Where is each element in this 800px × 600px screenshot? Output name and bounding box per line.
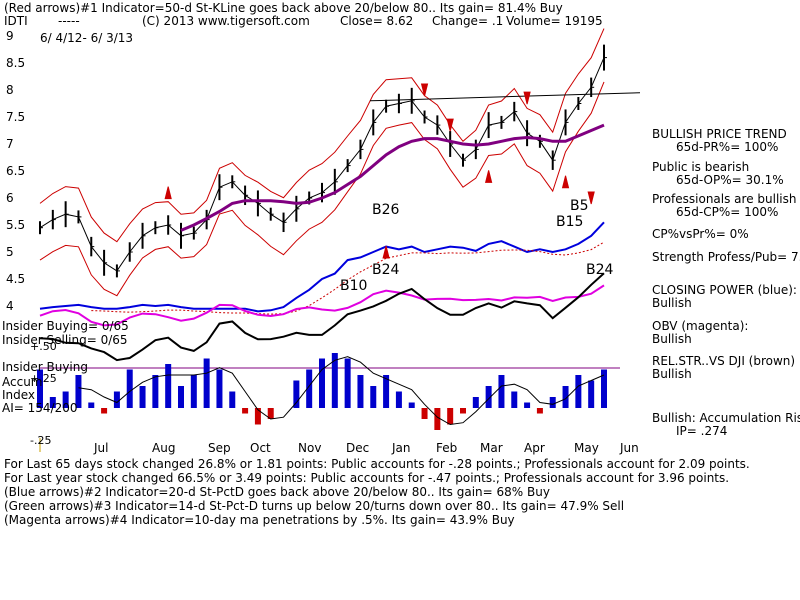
relative-strength-line	[39, 272, 605, 362]
price-tick-label: 5	[6, 245, 14, 259]
signal-annotation: B26	[372, 202, 400, 218]
month-label: May	[574, 441, 599, 455]
pros-label: Professionals are bullish	[652, 192, 797, 206]
month-label: Nov	[298, 441, 321, 455]
month-label: Aug	[152, 441, 175, 455]
month-label: Oct	[250, 441, 271, 455]
indicator-panel	[39, 272, 620, 369]
cp-value: 65d-CP%= 100%	[676, 205, 779, 219]
footer-green-arrows: (Green arrows)#3 Indicator=14-d St-Pct-D…	[4, 499, 625, 513]
buy-arrow	[484, 170, 493, 183]
price-tick-label: 5.5	[6, 218, 25, 232]
month-label: Mar	[480, 441, 503, 455]
trend-label: BULLISH PRICE TREND	[652, 127, 787, 141]
signal-annotation: B10	[340, 278, 367, 294]
op-value: 65d-OP%= 30.1%	[676, 173, 784, 187]
indicator-1-line: (Red arrows)#1 Indicator=50-d St-KLine g…	[4, 1, 563, 15]
price-tick-label: 4	[6, 299, 14, 313]
accum-ma-line	[78, 356, 605, 426]
date-range: 6/ 4/12- 6/ 3/13	[40, 31, 134, 45]
price-tick-label: 6.5	[6, 164, 25, 178]
sell-arrow	[587, 191, 595, 205]
sell-arrow	[446, 118, 454, 132]
buy-arrow	[164, 186, 172, 200]
accum-label: Accum	[2, 375, 43, 389]
price-panel	[39, 28, 641, 315]
buy-arrow	[561, 175, 570, 189]
price-tick-label: 7.5	[6, 110, 25, 124]
lower-band	[39, 81, 605, 297]
month-label: Jan	[391, 441, 411, 455]
close-value: Close= 8.62	[340, 14, 414, 28]
month-label: Feb	[436, 441, 457, 455]
footer-year: For Last year stock changed 66.5% or 3.4…	[4, 471, 730, 485]
month-label: Jun	[619, 441, 639, 455]
resistance-line	[369, 92, 641, 102]
strength-value: Strength Profess/Pub= 7.5	[652, 250, 800, 264]
copyright: (C) 2013 www.tigersoft.com	[142, 14, 310, 28]
signal-annotation: B5	[570, 198, 589, 214]
ma-line	[180, 123, 605, 232]
month-label: Sep	[208, 441, 231, 455]
price-tick-label: 7	[6, 137, 14, 151]
footer-blue-arrows: (Blue arrows)#2 Indicator=20-d St-PctD g…	[4, 485, 550, 499]
index-label: Index	[2, 388, 36, 402]
signal-arrows	[164, 83, 595, 259]
obv-value: Bullish	[652, 332, 692, 346]
signal-annotation: B24	[586, 262, 614, 278]
volume-value: Volume= 19195	[506, 14, 603, 28]
closing-power-line	[39, 221, 605, 313]
accum-tick-label: +.50	[30, 340, 57, 353]
public-label: Public is bearish	[652, 160, 750, 174]
pr-value: 65d-PR%= 100%	[676, 140, 779, 154]
sell-arrow	[420, 83, 429, 97]
sell-arrow	[523, 91, 531, 105]
footer-magenta-arrows: (Magenta arrows)#4 Indicator=10-day ma p…	[4, 513, 515, 527]
cpvspr-value: CP%vsPr%= 0%	[652, 227, 749, 241]
relstr-label: REL.STR..VS DJI (brown)	[652, 354, 796, 368]
closing-power-value: Bullish	[652, 296, 692, 310]
insider-buying-2: Insider Buying	[2, 360, 88, 374]
price-tick-label: 8.5	[6, 56, 25, 70]
signal-annotation: B15	[556, 214, 583, 230]
insider-selling: Insider Selling= 0/65	[2, 333, 128, 347]
accumulation-panel	[37, 353, 607, 430]
ai-value: AI= 154/200	[2, 401, 78, 415]
axis-labels: 9 8.5 8 7.5 7 6.5 6 5.5 5 4.5 4 Jul Aug Sep Oct Nov Dec J…	[6, 29, 639, 455]
price-tick-label: 4.5	[6, 272, 25, 286]
close-line	[39, 57, 605, 272]
price-tick-label: 9	[6, 29, 14, 43]
price-tick-label: 6	[6, 191, 14, 205]
insider-buying: Insider Buying= 0/65	[2, 319, 129, 333]
month-label: Dec	[346, 441, 369, 455]
symbol: IDTI	[4, 14, 28, 28]
obv-label: OBV (magenta):	[652, 319, 749, 333]
dashes: -----	[58, 14, 80, 28]
month-label: Jul	[93, 441, 108, 455]
footer-65day: For Last 65 days stock changed 26.8% or …	[4, 457, 750, 471]
change-value: Change= .1	[432, 14, 504, 28]
obv-line	[39, 284, 605, 327]
price-tick-label: 8	[6, 83, 14, 97]
relstr-value: Bullish	[652, 367, 692, 381]
closing-power-label: CLOSING POWER (blue):	[652, 283, 797, 297]
accum-tick-label: -.25	[30, 434, 51, 447]
upper-band	[39, 28, 605, 243]
closing-power-ma	[91, 241, 605, 315]
signal-annotation: B24	[372, 262, 400, 278]
buy-arrow	[382, 245, 390, 259]
month-label: Apr	[524, 441, 545, 455]
ip-value: IP= .274	[676, 424, 728, 438]
accum-tick-label: +.25	[30, 372, 57, 385]
accum-status: Bullish: Accumulation Rising	[652, 411, 800, 425]
